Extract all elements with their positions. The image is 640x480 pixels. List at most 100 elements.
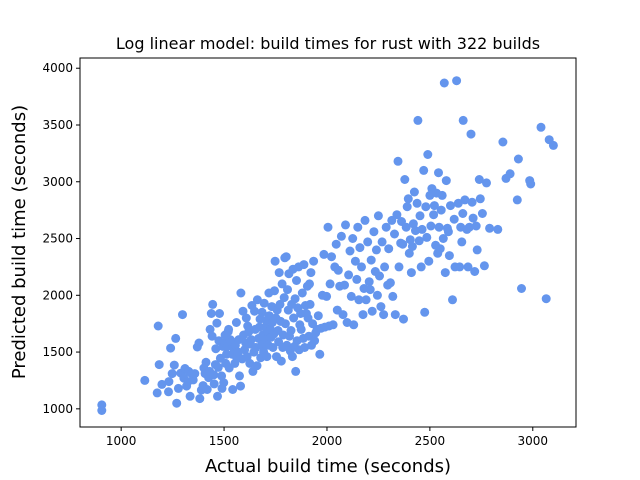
- data-point: [485, 223, 495, 233]
- y-tick-label: 1000: [42, 402, 73, 416]
- data-point: [426, 221, 436, 231]
- data-point: [185, 391, 195, 401]
- data-point: [209, 370, 219, 380]
- data-point: [394, 262, 404, 272]
- data-point: [512, 195, 522, 205]
- data-point: [482, 178, 491, 188]
- x-tick-label: 1500: [209, 434, 240, 448]
- data-point: [435, 244, 445, 254]
- data-point: [415, 211, 425, 221]
- data-point: [358, 310, 368, 320]
- data-point: [498, 137, 508, 147]
- data-point: [202, 385, 212, 394]
- data-point: [280, 319, 290, 329]
- data-point: [412, 198, 422, 208]
- data-point: [420, 307, 430, 317]
- data-point: [262, 352, 272, 362]
- data-point: [472, 245, 482, 255]
- data-point: [350, 256, 360, 266]
- data-point: [166, 343, 176, 353]
- data-point: [388, 291, 398, 301]
- data-point: [167, 369, 177, 379]
- data-point: [207, 331, 217, 341]
- data-point: [399, 314, 408, 324]
- data-point: [479, 261, 489, 271]
- data-point: [252, 295, 262, 305]
- data-point: [190, 369, 200, 379]
- chart-title: Log linear model: build times for rust w…: [116, 34, 540, 53]
- data-point: [419, 165, 429, 175]
- data-point: [300, 343, 310, 352]
- data-point: [376, 302, 386, 312]
- data-point: [164, 387, 173, 397]
- data-point: [366, 255, 376, 265]
- data-point: [436, 205, 446, 215]
- data-point: [235, 371, 244, 381]
- data-point: [305, 279, 314, 289]
- data-point: [441, 176, 451, 186]
- data-point: [336, 231, 346, 241]
- x-tick-label: 2000: [312, 434, 343, 448]
- data-point: [97, 406, 107, 415]
- data-point: [439, 78, 449, 88]
- y-tick-label: 3000: [42, 175, 73, 189]
- data-point: [471, 221, 481, 231]
- data-point: [236, 288, 246, 298]
- data-point: [241, 313, 251, 323]
- x-tick-label: 2500: [415, 434, 446, 448]
- data-point: [381, 222, 391, 232]
- y-axis-label: Predicted build time (seconds): [9, 105, 30, 379]
- data-point: [277, 279, 287, 289]
- data-point: [305, 299, 315, 309]
- data-point: [268, 343, 278, 352]
- data-point: [306, 268, 316, 278]
- data-point: [377, 237, 387, 247]
- data-point: [290, 294, 300, 304]
- data-point: [246, 335, 256, 345]
- data-point: [257, 307, 267, 317]
- data-point: [464, 222, 474, 232]
- data-point: [466, 129, 476, 139]
- y-tick-label: 3500: [42, 118, 73, 132]
- data-point: [325, 279, 335, 289]
- data-point: [414, 236, 424, 246]
- x-tick-label: 1000: [106, 434, 137, 448]
- data-point: [252, 361, 262, 371]
- data-point: [219, 378, 229, 388]
- data-point: [369, 227, 379, 237]
- data-point: [215, 309, 224, 318]
- data-point: [526, 179, 536, 189]
- data-point: [458, 209, 468, 218]
- data-point: [270, 286, 279, 296]
- data-point: [281, 252, 291, 262]
- y-tick-label: 2500: [42, 232, 73, 246]
- data-point: [286, 326, 296, 335]
- data-point: [270, 256, 280, 266]
- data-point: [217, 371, 227, 381]
- data-point: [212, 318, 222, 328]
- data-point: [349, 320, 359, 330]
- data-point: [457, 237, 467, 247]
- data-point: [416, 262, 426, 272]
- data-point: [434, 168, 443, 178]
- data-point: [275, 299, 285, 309]
- data-point: [421, 202, 431, 212]
- data-point: [468, 213, 478, 223]
- data-point: [364, 277, 374, 287]
- axis-ticks: 1000 1500 2000 2500 3000 1000 1500 2000 2500 3000…: [42, 61, 548, 448]
- data-point: [236, 381, 245, 391]
- data-point: [276, 356, 286, 366]
- data-point: [213, 391, 222, 401]
- data-point: [283, 285, 292, 295]
- data-point: [398, 239, 408, 249]
- data-point: [205, 324, 215, 334]
- data-point: [417, 224, 427, 234]
- data-point: [429, 210, 439, 220]
- data-point: [338, 310, 348, 320]
- data-point: [328, 320, 338, 330]
- data-point: [475, 194, 485, 204]
- data-point: [413, 115, 423, 125]
- data-point: [353, 222, 363, 232]
- data-point: [171, 333, 181, 343]
- data-point: [153, 321, 163, 331]
